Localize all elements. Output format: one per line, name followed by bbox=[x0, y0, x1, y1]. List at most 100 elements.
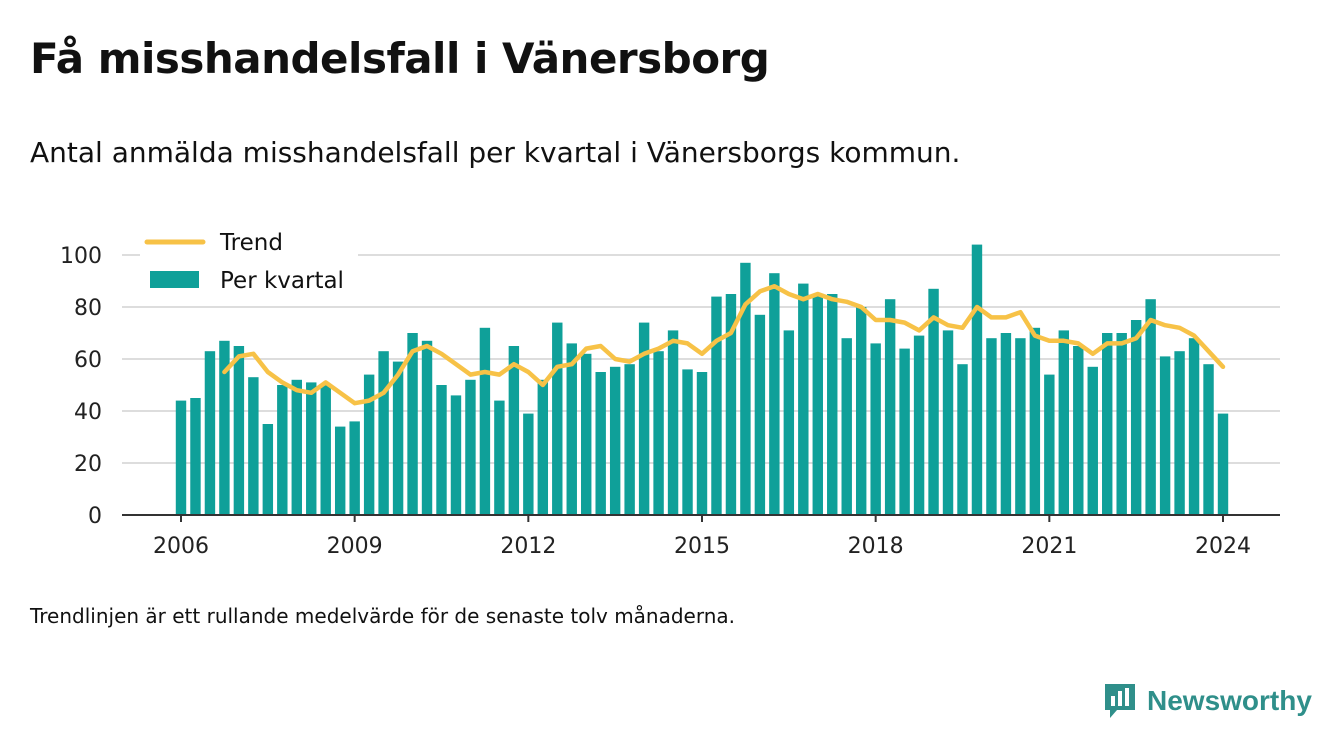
bar bbox=[1188, 338, 1200, 515]
bar bbox=[233, 346, 245, 515]
axis-layer: 0 20 40 60 80 100 2006 2009 2012 2015 2018 2021 2024 bbox=[60, 244, 1280, 559]
bar bbox=[1044, 374, 1055, 515]
bar bbox=[783, 330, 795, 515]
bar bbox=[479, 327, 491, 515]
y-tick-label: 100 bbox=[60, 244, 102, 269]
brand-name: Newsworthy bbox=[1147, 685, 1312, 716]
bar bbox=[190, 398, 201, 515]
bar bbox=[913, 335, 925, 515]
bar bbox=[494, 400, 505, 515]
bar bbox=[175, 400, 187, 515]
x-tick-label: 2012 bbox=[500, 534, 556, 559]
bar bbox=[769, 273, 780, 515]
bar bbox=[1015, 338, 1026, 515]
bar bbox=[204, 351, 216, 515]
bar bbox=[653, 351, 664, 515]
bar bbox=[537, 379, 549, 515]
bar bbox=[595, 372, 606, 515]
bar bbox=[552, 322, 563, 515]
y-tick-label: 20 bbox=[74, 452, 102, 477]
bar bbox=[262, 424, 274, 515]
bars-layer bbox=[175, 244, 1229, 515]
bar bbox=[942, 330, 954, 515]
bar bbox=[421, 340, 433, 515]
bar bbox=[609, 366, 621, 515]
legend-bar-swatch bbox=[150, 271, 199, 288]
bar bbox=[841, 338, 852, 515]
bar bbox=[436, 385, 447, 515]
bar bbox=[740, 262, 751, 515]
bar bbox=[1174, 351, 1185, 515]
bar bbox=[1102, 333, 1113, 515]
bar bbox=[508, 346, 520, 515]
bar bbox=[581, 353, 592, 515]
bar bbox=[1058, 330, 1070, 515]
bar bbox=[378, 351, 389, 515]
bar bbox=[450, 395, 462, 515]
bar bbox=[248, 377, 259, 515]
bar bbox=[291, 379, 302, 515]
bar bbox=[334, 426, 346, 515]
bar bbox=[928, 288, 939, 515]
bar bbox=[363, 374, 375, 515]
bar bbox=[407, 333, 418, 515]
chart: 0 20 40 60 80 100 2006 2009 2012 2015 2018 2021 2024… bbox=[60, 223, 1280, 559]
x-tick-label: 2021 bbox=[1021, 534, 1077, 559]
bar bbox=[870, 343, 881, 515]
x-tick-label: 2009 bbox=[327, 534, 383, 559]
bar bbox=[320, 385, 331, 515]
bar bbox=[884, 299, 896, 515]
legend-background bbox=[140, 223, 358, 305]
bar bbox=[754, 314, 766, 515]
bar bbox=[1159, 356, 1171, 515]
x-tick-label: 2024 bbox=[1195, 534, 1251, 559]
bar bbox=[219, 340, 230, 515]
bar bbox=[1073, 346, 1084, 515]
bar bbox=[971, 244, 983, 515]
legend-bar-label: Per kvartal bbox=[220, 268, 344, 294]
x-tick-label: 2006 bbox=[153, 534, 209, 559]
bar bbox=[1029, 327, 1041, 515]
newsworthy-logo-icon bbox=[1105, 684, 1135, 718]
bar bbox=[1087, 366, 1098, 515]
trend-line bbox=[222, 283, 1226, 406]
bar bbox=[899, 348, 910, 515]
bar bbox=[986, 338, 997, 515]
bar bbox=[711, 296, 722, 515]
bar bbox=[957, 364, 968, 515]
bar bbox=[682, 369, 693, 515]
bar bbox=[523, 413, 534, 515]
bar bbox=[725, 294, 737, 515]
y-tick-label: 0 bbox=[88, 504, 102, 529]
chart-subtitle: Antal anmälda misshandelsfall per kvarta… bbox=[30, 136, 961, 169]
bar bbox=[638, 322, 650, 515]
bar bbox=[667, 330, 679, 515]
bar bbox=[1130, 320, 1142, 515]
bar bbox=[349, 421, 360, 515]
bar bbox=[624, 364, 635, 515]
bar bbox=[798, 283, 809, 515]
legend-trend-label: Trend bbox=[219, 230, 283, 256]
trend-layer bbox=[222, 283, 1226, 406]
bar bbox=[812, 294, 823, 515]
x-tick-label: 2015 bbox=[674, 534, 730, 559]
bar bbox=[855, 307, 867, 515]
bar bbox=[277, 385, 288, 515]
y-tick-label: 40 bbox=[74, 400, 102, 425]
brand: Newsworthy bbox=[1103, 682, 1312, 720]
y-tick-label: 60 bbox=[74, 348, 102, 373]
bar bbox=[306, 382, 317, 515]
y-tick-label: 80 bbox=[74, 296, 102, 321]
bar bbox=[827, 294, 838, 515]
footnote: Trendlinjen är ett rullande medelvärde f… bbox=[30, 604, 736, 628]
bar bbox=[1000, 333, 1012, 515]
bar bbox=[1116, 333, 1127, 515]
bar bbox=[1145, 299, 1156, 515]
bar bbox=[392, 361, 404, 515]
bar bbox=[465, 379, 476, 515]
x-tick-label: 2018 bbox=[848, 534, 904, 559]
bar bbox=[1203, 364, 1214, 515]
bar bbox=[1217, 413, 1229, 515]
legend: Trend Per kvartal bbox=[140, 223, 358, 305]
bar bbox=[696, 372, 708, 515]
